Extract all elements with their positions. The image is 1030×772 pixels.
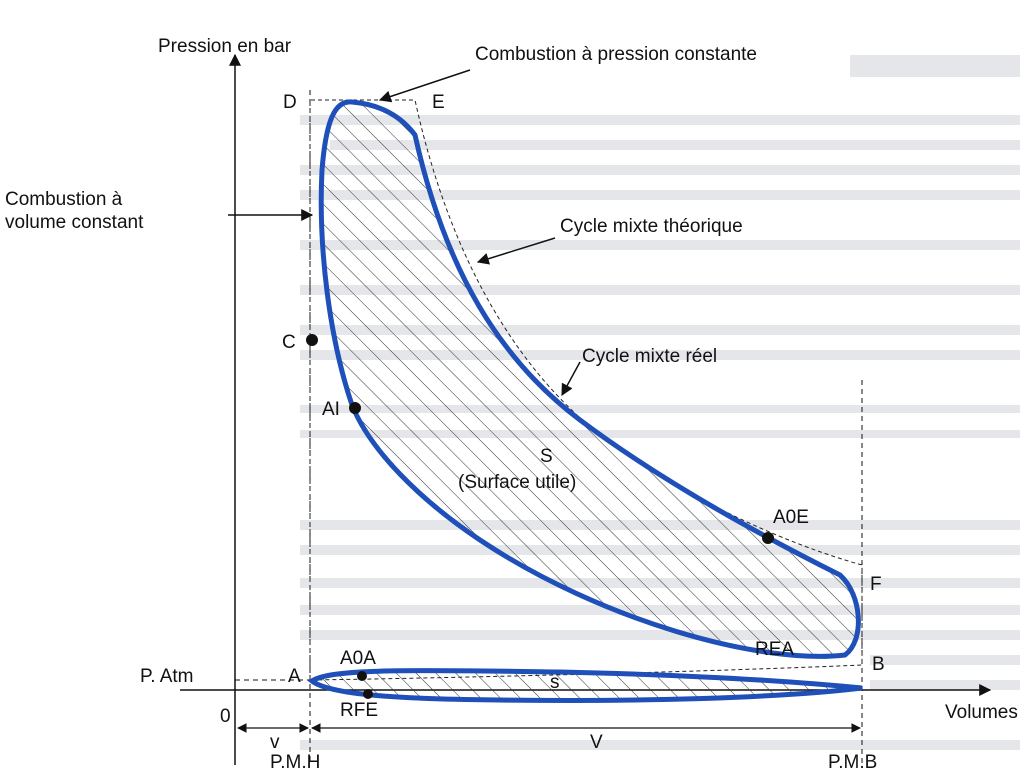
point-label: A0A bbox=[340, 648, 376, 669]
point-label: C bbox=[282, 332, 296, 353]
point-a0e bbox=[762, 532, 774, 544]
annotation: Cycle mixte réel bbox=[582, 346, 717, 367]
theoretical-cycle bbox=[309, 99, 863, 681]
arrow bbox=[561, 361, 581, 397]
point-label: RFE bbox=[340, 700, 378, 721]
arrow bbox=[378, 69, 471, 103]
point-label: B bbox=[872, 654, 885, 675]
point-ai bbox=[349, 402, 361, 414]
annotation: s bbox=[550, 672, 560, 693]
y-label: Pression en bar bbox=[158, 36, 292, 57]
real-cycle bbox=[318, 99, 861, 659]
annotation: S bbox=[540, 446, 553, 467]
point-a0a bbox=[357, 671, 367, 681]
x-label: Volumes bbox=[945, 702, 1018, 723]
point-label: F bbox=[870, 574, 882, 595]
point-label: A bbox=[288, 666, 301, 687]
dimension-label: P.M.B bbox=[828, 752, 877, 772]
annotation: Combustion à pression constante bbox=[475, 44, 757, 65]
point-label: AI bbox=[322, 399, 340, 420]
point-rfe bbox=[363, 689, 373, 699]
point-label: E bbox=[432, 92, 445, 113]
point-label: D bbox=[283, 92, 297, 113]
point-c bbox=[306, 334, 318, 346]
dimension-label: V bbox=[590, 732, 603, 753]
dimension-label: P.M.H bbox=[270, 752, 320, 772]
point-label: A0E bbox=[773, 507, 809, 528]
point-label: REA bbox=[755, 639, 794, 660]
annotation: Cycle mixte théorique bbox=[560, 216, 743, 237]
origin: 0 bbox=[220, 706, 231, 727]
annotation: Combustion à bbox=[5, 189, 123, 210]
pumping-loop bbox=[307, 668, 863, 703]
annotation: volume constant bbox=[5, 212, 144, 233]
point-label: P. Atm bbox=[140, 666, 194, 687]
dimension-label: v bbox=[270, 732, 280, 753]
arrow bbox=[476, 237, 556, 265]
annotation: (Surface utile) bbox=[458, 472, 576, 493]
